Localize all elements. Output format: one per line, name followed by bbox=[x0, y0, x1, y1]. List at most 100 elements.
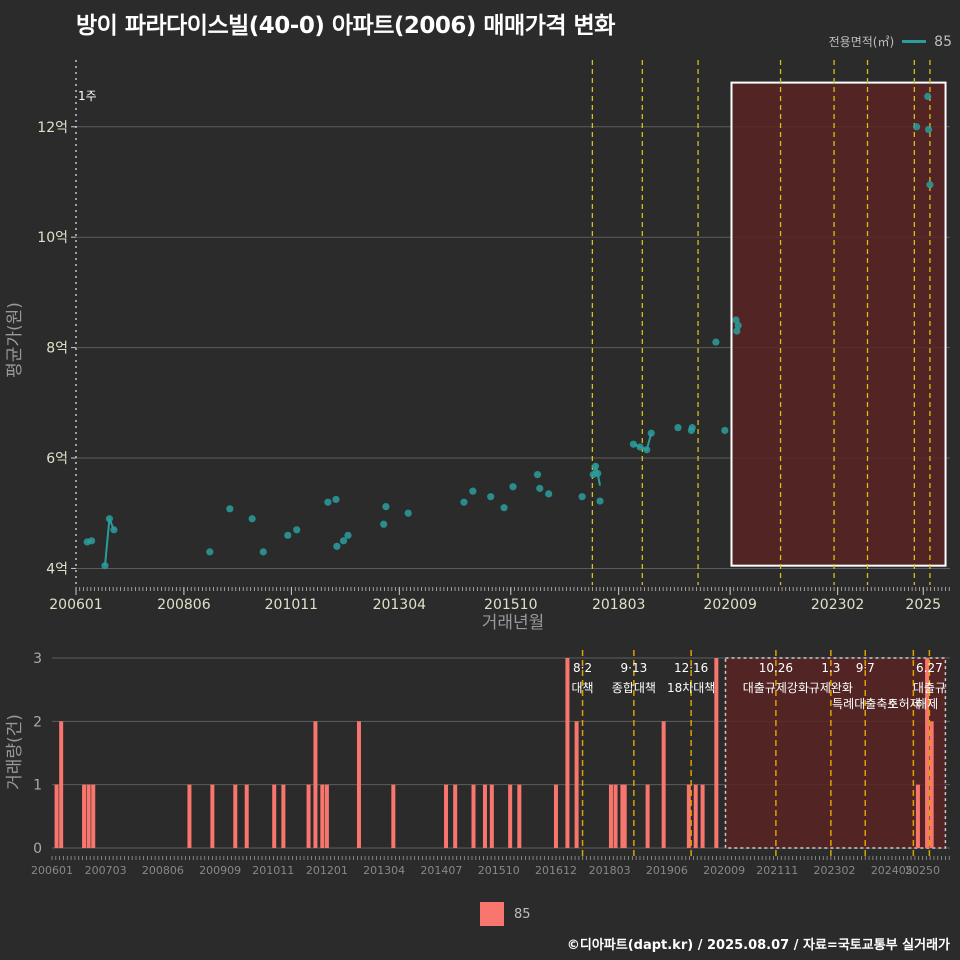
bar bbox=[517, 784, 522, 848]
bar bbox=[686, 784, 691, 848]
x-tick-label: 200806 bbox=[157, 597, 211, 613]
x-tick-label-bottom: 200806 bbox=[142, 864, 184, 877]
bar bbox=[187, 784, 192, 848]
data-point bbox=[460, 498, 468, 506]
bar bbox=[313, 721, 318, 848]
trend-line bbox=[104, 518, 115, 566]
data-point bbox=[629, 440, 637, 448]
bottom-legend: 85 bbox=[480, 902, 531, 926]
y-tick-label-bottom: 2 bbox=[33, 714, 42, 730]
data-point bbox=[545, 490, 553, 498]
bar bbox=[59, 721, 64, 848]
data-point bbox=[293, 526, 301, 534]
data-point bbox=[536, 484, 544, 492]
bar bbox=[620, 784, 625, 848]
bar bbox=[244, 784, 249, 848]
data-point bbox=[333, 542, 341, 550]
bar bbox=[929, 721, 934, 848]
data-point bbox=[688, 424, 696, 432]
policy-date-label: 10.26 bbox=[759, 661, 793, 675]
data-point bbox=[344, 531, 352, 539]
x-tick-label-bottom: 202405 bbox=[871, 864, 913, 877]
data-point bbox=[284, 531, 292, 539]
data-point bbox=[643, 446, 651, 454]
data-point bbox=[732, 316, 740, 324]
policy-date-label: 6.27 bbox=[916, 661, 943, 675]
data-point bbox=[733, 327, 741, 335]
policy-date-label: 12·16 bbox=[674, 661, 708, 675]
data-point bbox=[226, 505, 234, 513]
data-point bbox=[509, 483, 517, 491]
trend-line bbox=[633, 432, 653, 452]
data-point bbox=[926, 181, 934, 189]
bar bbox=[320, 784, 325, 848]
bar bbox=[210, 784, 215, 848]
bar bbox=[444, 784, 449, 848]
policy-text-label: 대출규 bbox=[913, 681, 946, 695]
legend-bar-swatch bbox=[480, 902, 504, 926]
policy-date-label: 1.3 bbox=[821, 661, 840, 675]
y-tick-label-bottom: 0 bbox=[33, 841, 42, 857]
x-tick-label-bottom: 201407 bbox=[420, 864, 462, 877]
bar bbox=[82, 784, 87, 848]
bar bbox=[645, 784, 650, 848]
policy-text-label: 토허제 bbox=[888, 697, 921, 711]
data-point bbox=[382, 503, 390, 511]
data-point bbox=[380, 520, 388, 528]
bar bbox=[54, 784, 59, 848]
policy-text-label: 특례대출축소 bbox=[832, 697, 898, 711]
data-point bbox=[924, 125, 933, 134]
legend-line-swatch bbox=[902, 40, 927, 43]
bar bbox=[272, 784, 277, 848]
bar bbox=[482, 784, 487, 848]
bar bbox=[281, 784, 286, 848]
bar bbox=[233, 784, 238, 848]
x-tick-label: 201011 bbox=[265, 597, 318, 613]
y-axis-label-bottom: 거래량(건) bbox=[5, 714, 25, 790]
policy-date-label: 9·7 bbox=[856, 661, 875, 675]
policy-text-label: 18차대책 bbox=[667, 680, 715, 695]
data-point bbox=[105, 515, 114, 523]
x-tick-label: 200601 bbox=[49, 597, 102, 613]
x-tick-label: 2025 bbox=[905, 597, 941, 613]
annotation-label: 1주 bbox=[78, 89, 97, 103]
data-point bbox=[88, 537, 96, 545]
bar bbox=[661, 721, 666, 848]
x-tick-label: 202009 bbox=[703, 597, 756, 613]
top-legend: 전용면적(㎡) 85 bbox=[829, 33, 952, 50]
policy-text-label: 대책 bbox=[572, 680, 594, 695]
x-tick-label-bottom: 200703 bbox=[85, 864, 127, 877]
bar bbox=[489, 784, 494, 848]
bar bbox=[324, 784, 329, 848]
y-tick-label: 8억 bbox=[46, 341, 68, 357]
policy-text-label: 대출규제강화 bbox=[743, 681, 809, 695]
data-point bbox=[578, 493, 586, 501]
legend-title: 전용면적(㎡) bbox=[828, 35, 895, 49]
y-tick-label-bottom: 1 bbox=[33, 778, 42, 794]
data-point bbox=[533, 470, 542, 479]
bar bbox=[613, 784, 618, 848]
chart-title: 방이 파라다이스빌(40-0) 아파트(2006) 매매가격 변화 bbox=[76, 13, 615, 39]
bar bbox=[608, 784, 613, 848]
x-tick-label-bottom: 200601 bbox=[31, 864, 73, 877]
x-tick-label: 202302 bbox=[811, 597, 864, 613]
legend-label: 85 bbox=[934, 33, 952, 50]
bar bbox=[565, 658, 570, 848]
data-point bbox=[259, 548, 267, 556]
bar bbox=[714, 658, 719, 848]
y-tick-label-bottom: 3 bbox=[33, 651, 42, 667]
data-point bbox=[712, 338, 720, 346]
y-tick-label: 10억 bbox=[37, 230, 68, 246]
bar bbox=[574, 721, 579, 848]
policy-text-label: 해제 bbox=[916, 697, 938, 711]
bar bbox=[693, 784, 698, 848]
bar bbox=[925, 658, 930, 848]
x-tick-label-bottom: 201201 bbox=[306, 864, 348, 877]
bar bbox=[622, 784, 627, 848]
y-tick-label: 4억 bbox=[46, 561, 68, 577]
data-point bbox=[110, 526, 118, 534]
data-point bbox=[734, 321, 742, 330]
bar bbox=[471, 784, 476, 848]
